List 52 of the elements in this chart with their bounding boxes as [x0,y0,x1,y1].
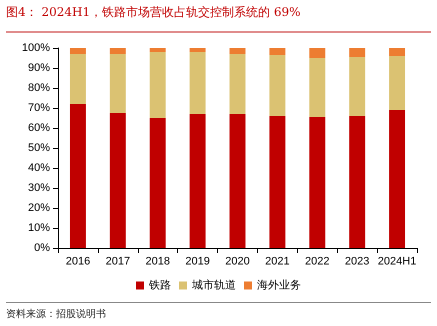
y-tick-label: 70% [28,102,50,114]
x-tick-label: 2016 [66,256,90,268]
bar [110,48,126,54]
y-tick-label: 100% [22,42,50,54]
bar [269,116,286,248]
y-tick-label: 80% [28,82,50,94]
bar [190,114,206,248]
bar [70,48,86,54]
bar [389,110,406,248]
x-tick-label: 2023 [344,256,370,268]
bar [389,56,406,110]
bar [269,48,286,55]
y-tick-label: 40% [28,162,50,174]
x-tick-label: 2024H1 [378,256,416,268]
bar [190,52,206,114]
y-tick-label: 90% [28,62,50,74]
legend-label: 城市轨道 [191,278,236,292]
bar [110,113,126,248]
chart-title: 图4： 2024H1，铁路市场营收占轨交控制系统的 69% [6,4,301,21]
bar [309,58,326,117]
x-tick-label: 2020 [225,256,250,268]
y-tick-label: 10% [28,222,50,234]
x-tick-label: 2017 [106,256,130,268]
bar [349,48,366,57]
bar [150,118,166,248]
bar [349,57,366,116]
bar [150,48,166,52]
bar [70,104,86,248]
bar [150,52,166,118]
bar [230,54,246,114]
y-tick-label: 0% [34,242,50,254]
legend-label: 铁路 [148,280,171,292]
legend-label: 海外业务 [257,278,301,292]
x-tick-label: 2022 [305,256,330,268]
text: 资料来源：招股说明书 [6,308,106,321]
bar [230,114,246,248]
bar [389,48,406,56]
bar [70,54,86,104]
x-tick-label: 2019 [185,256,210,268]
y-tick-label: 60% [28,122,50,134]
bar [309,117,326,248]
bar [309,48,326,58]
x-tick-label: 2018 [145,256,170,268]
bar [110,54,126,113]
y-tick-label: 20% [28,202,50,214]
x-tick-label: 2021 [265,256,290,268]
bar [190,48,206,52]
bar [230,48,246,54]
y-tick-label: 30% [28,182,50,194]
bar [349,116,366,248]
bar [269,55,286,116]
y-tick-label: 50% [28,142,50,154]
